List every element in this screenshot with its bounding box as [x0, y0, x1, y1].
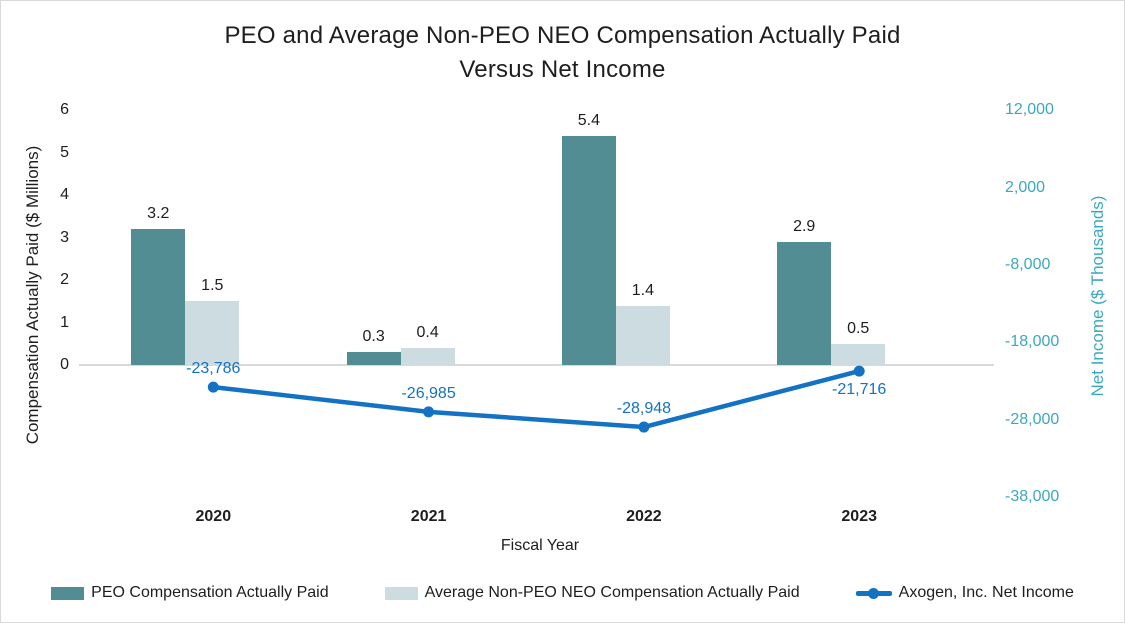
neo-bar-swatch-icon	[384, 586, 418, 600]
bar-peo-2023	[777, 241, 832, 365]
bar-peo-2021	[346, 352, 401, 365]
x-axis-label-2023: 2023	[841, 508, 877, 525]
bar-data-label: 0.5	[847, 319, 870, 337]
zero-gridline	[79, 364, 994, 366]
bar-data-label: 0.3	[362, 328, 385, 346]
net-income-data-label: -28,948	[616, 400, 672, 418]
legend-item-peo: PEO Compensation Actually Paid	[51, 584, 329, 602]
net-income-data-label: -21,716	[832, 381, 887, 399]
left-axis-tick: 6	[60, 101, 69, 118]
x-axis-label-2022: 2022	[626, 508, 662, 525]
bar-neo-2023	[831, 343, 886, 365]
chart-legend: PEO Compensation Actually Paid Average N…	[1, 584, 1124, 602]
legend-label-peo: PEO Compensation Actually Paid	[91, 584, 329, 601]
left-axis-tick: 0	[60, 356, 69, 373]
peo-bar-swatch-icon	[51, 586, 85, 600]
bar-peo-2022	[561, 135, 616, 365]
right-axis-tick: -38,000	[1005, 488, 1060, 506]
net-income-data-label: -23,786	[186, 360, 241, 378]
left-axis-tick: 1	[60, 313, 69, 331]
x-axis-title: Fiscal Year	[500, 537, 580, 554]
legend-label-net-income: Axogen, Inc. Net Income	[898, 584, 1074, 601]
right-axis-title: Net Income ($ Thousands)	[1088, 195, 1107, 397]
bar-data-label: 3.2	[147, 205, 170, 222]
bar-neo-2021	[400, 348, 455, 365]
bar-data-label: 0.4	[416, 324, 439, 341]
right-axis-tick: -28,000	[1005, 410, 1060, 428]
chart-title-line2: Versus Net Income	[459, 56, 666, 83]
right-axis-tick: 12,000	[1005, 101, 1054, 119]
chart-title: PEO and Average Non-PEO NEO Compensation…	[1, 19, 1124, 87]
bar-data-label: 1.5	[201, 277, 224, 295]
bar-neo-2022	[615, 305, 670, 365]
net-income-line-swatch-icon	[855, 587, 892, 599]
bar-data-label: 1.4	[631, 281, 655, 299]
legend-item-neo: Average Non-PEO NEO Compensation Actuall…	[384, 584, 800, 602]
bar-neo-2020	[185, 301, 240, 365]
legend-item-net-income: Axogen, Inc. Net Income	[855, 584, 1074, 602]
x-axis-label-2021: 2021	[410, 508, 447, 525]
left-axis-tick: 5	[60, 143, 69, 161]
left-axis-tick: 3	[60, 228, 69, 246]
right-axis-tick: -18,000	[1005, 333, 1060, 351]
bar-data-label: 5.4	[577, 111, 601, 129]
chart-title-line1: PEO and Average Non-PEO NEO Compensation…	[224, 22, 901, 49]
right-axis-tick: -8,000	[1005, 255, 1051, 273]
left-axis-tick: 4	[60, 186, 69, 203]
right-axis-tick: 2,000	[1005, 178, 1046, 196]
bar-peo-2020	[131, 229, 186, 365]
bar-data-label: 2.9	[793, 217, 816, 235]
legend-label-neo: Average Non-PEO NEO Compensation Actuall…	[424, 584, 800, 601]
x-axis-label-2020: 2020	[195, 508, 232, 525]
net-income-data-label: -26,985	[401, 384, 456, 402]
left-axis-tick: 2	[60, 271, 69, 288]
